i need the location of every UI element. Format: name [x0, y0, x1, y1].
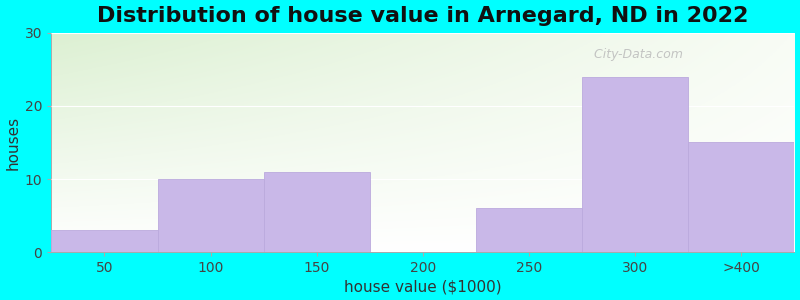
Bar: [264, 172, 370, 252]
Bar: [582, 76, 688, 252]
Bar: [51, 230, 158, 252]
Title: Distribution of house value in Arnegard, ND in 2022: Distribution of house value in Arnegard,…: [98, 6, 749, 26]
X-axis label: house value ($1000): house value ($1000): [344, 279, 502, 294]
Text: City-Data.com: City-Data.com: [586, 48, 683, 61]
Y-axis label: houses: houses: [6, 116, 21, 169]
Bar: [476, 208, 582, 252]
Bar: [688, 142, 794, 252]
Bar: [158, 179, 264, 252]
